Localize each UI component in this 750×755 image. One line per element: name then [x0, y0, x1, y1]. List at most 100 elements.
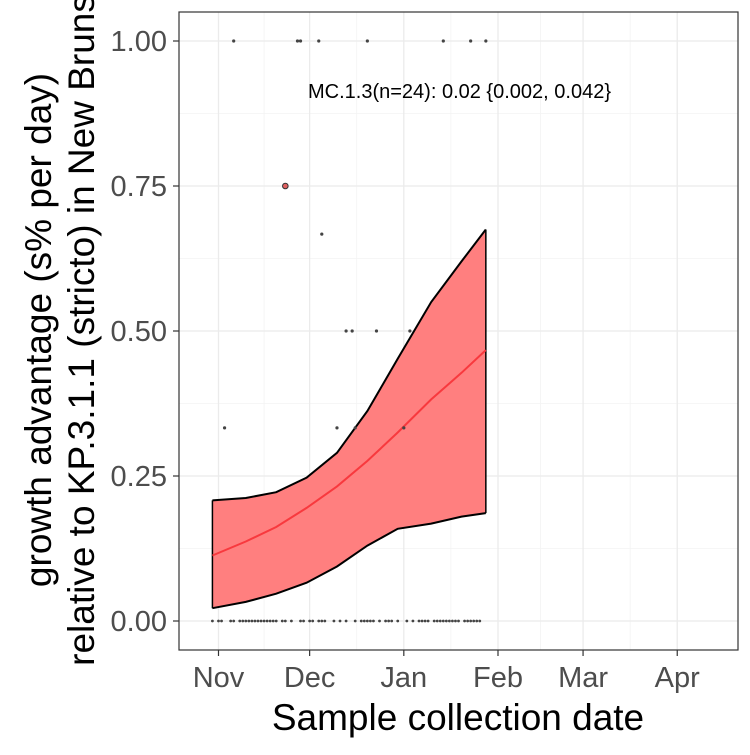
data-point — [222, 426, 227, 430]
data-point — [317, 39, 321, 43]
x-tick-label-dec: Dec — [284, 662, 336, 694]
data-point-zero — [368, 619, 372, 623]
data-point-zero — [308, 619, 312, 623]
data-point-zero — [390, 619, 394, 623]
data-point-zero — [280, 619, 284, 623]
data-point-zero — [274, 619, 278, 623]
data-point-zero — [317, 619, 321, 623]
y-tick-label: 0.00 — [111, 606, 167, 638]
data-point-zero — [378, 619, 381, 623]
x-tick-label-feb: Feb — [473, 662, 523, 694]
data-point-zero — [441, 619, 445, 623]
data-point-zero — [384, 619, 387, 623]
data-point-highlighted — [282, 182, 289, 190]
data-point — [295, 39, 300, 43]
data-point-zero — [247, 619, 251, 623]
data-point-zero — [332, 619, 336, 623]
data-point-zero — [241, 619, 245, 623]
data-point-zero — [411, 619, 415, 623]
data-point-zero — [438, 619, 442, 623]
data-point-zero — [387, 619, 391, 623]
data-point-zero — [457, 619, 460, 623]
data-point-zero — [447, 619, 451, 623]
y-axis-label-line-1: growth advantage (s% per day) — [18, 73, 59, 587]
data-point-zero — [259, 619, 263, 623]
fit-line — [212, 349, 487, 557]
y-tick-label: 0.25 — [111, 461, 167, 493]
data-point-zero — [435, 619, 439, 623]
data-point-zero — [262, 619, 266, 623]
data-point-zero — [454, 619, 457, 623]
data-point-zero — [229, 619, 233, 623]
data-point — [298, 39, 303, 43]
data-point — [484, 39, 488, 43]
data-point — [344, 329, 348, 333]
data-point-zero — [320, 619, 324, 623]
data-point — [441, 39, 445, 43]
data-point-zero — [244, 619, 248, 623]
data-point — [350, 329, 354, 333]
y-tick-label: 1.00 — [111, 26, 167, 58]
data-point-zero — [238, 619, 242, 623]
data-point-zero — [475, 619, 479, 623]
data-point-zero — [451, 619, 454, 623]
data-point-zero — [426, 619, 430, 623]
data-point-zero — [344, 619, 348, 623]
data-point — [402, 426, 406, 430]
data-point-zero — [217, 619, 220, 623]
data-points-layer — [211, 39, 488, 623]
data-point-zero — [365, 619, 369, 623]
data-point-zero — [250, 619, 254, 623]
data-point-zero — [463, 619, 466, 623]
data-point-zero — [359, 619, 363, 623]
data-point-zero — [478, 619, 482, 623]
y-tick-label: 0.75 — [111, 171, 167, 203]
data-point-zero — [423, 619, 427, 623]
data-point-zero — [469, 619, 473, 623]
data-point-zero — [362, 619, 366, 623]
confidence-ribbon — [212, 229, 486, 609]
axis-layer: Nov Dec Jan Feb Mar Apr 0.00 0.25 0.50 0.75 1.00 — [111, 26, 701, 694]
data-point — [469, 39, 473, 43]
confidence-ribbon-layer — [211, 228, 487, 610]
data-point — [408, 329, 412, 333]
x-tick-label-jan: Jan — [380, 662, 427, 694]
x-tick-label-nov: Nov — [193, 662, 245, 694]
data-point-zero — [299, 619, 302, 623]
data-point-zero — [444, 619, 448, 623]
data-point-zero — [338, 619, 342, 623]
data-point-zero — [417, 619, 421, 623]
data-point-zero — [323, 619, 327, 623]
data-point-zero — [211, 619, 214, 623]
data-point-zero — [372, 619, 375, 623]
data-point — [232, 39, 236, 43]
data-point-zero — [283, 619, 287, 623]
data-point — [320, 232, 324, 236]
x-axis-label: Sample collection date — [272, 697, 644, 738]
x-tick-label-apr: Apr — [655, 662, 700, 694]
x-tick-label-mar: Mar — [558, 662, 608, 694]
data-point-zero — [432, 619, 436, 623]
data-point-zero — [265, 619, 269, 623]
data-point — [335, 426, 339, 430]
annotation-label: MC.1.3(n=24): 0.02 {0.002, 0.042} — [308, 81, 611, 103]
data-point-zero — [290, 619, 293, 623]
data-point-zero — [353, 619, 357, 623]
data-point-zero — [311, 619, 315, 623]
data-point-zero — [271, 619, 275, 623]
data-point — [353, 426, 357, 430]
data-point — [365, 39, 369, 43]
data-point-zero — [472, 619, 476, 623]
data-point-zero — [466, 619, 470, 623]
data-point-zero — [256, 619, 260, 623]
data-point-zero — [420, 619, 424, 623]
data-point-zero — [405, 619, 409, 623]
data-point-zero — [232, 619, 236, 623]
data-point-zero — [302, 619, 305, 623]
data-point-zero — [268, 619, 272, 623]
data-point-zero — [220, 619, 223, 623]
ribbon-upper-bound — [212, 228, 487, 502]
data-point-zero — [253, 619, 257, 623]
